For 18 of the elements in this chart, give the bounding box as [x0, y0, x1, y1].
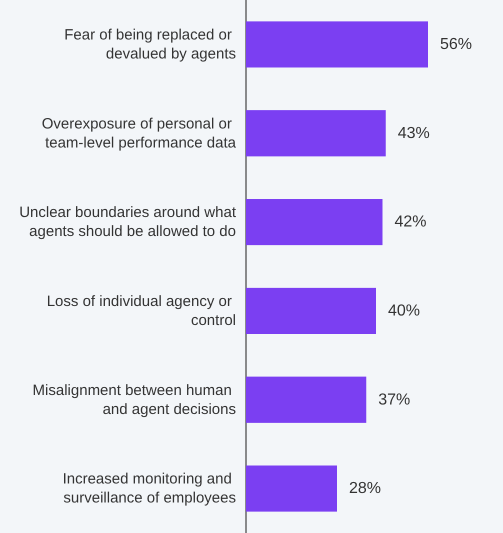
data-label: 37%	[378, 391, 410, 408]
y-tick-label: Increased monitoring and surveillance of employees	[62, 470, 236, 507]
bar	[246, 21, 428, 68]
y-tick-label: Loss of individual agency or control	[46, 292, 236, 329]
bar	[246, 110, 386, 156]
data-label: 56%	[440, 36, 472, 53]
bar	[246, 376, 366, 423]
y-tick-label: Overexposure of personal or team-level performance data	[42, 115, 237, 152]
bar	[246, 198, 382, 246]
data-label: 42%	[394, 214, 427, 231]
y-tick-label: Misalignment between human and agent decisions	[32, 382, 236, 418]
bar	[246, 288, 376, 334]
bar	[246, 465, 337, 512]
data-label: 40%	[388, 302, 420, 320]
data-label: 43%	[398, 124, 430, 142]
data-label: 28%	[349, 480, 382, 498]
y-tick-label: Unclear boundaries around what agents should be allowed to do	[19, 204, 237, 240]
y-tick-label: Fear of being replaced or devalued by agents	[64, 26, 236, 62]
